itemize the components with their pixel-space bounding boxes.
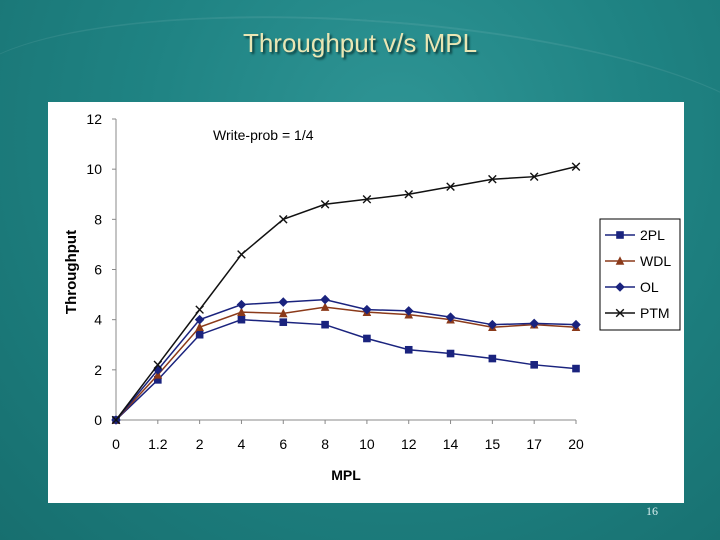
legend-item-ptm: PTM (605, 305, 670, 321)
legend-label-ptm: PTM (640, 305, 670, 321)
series-line-wdl (115, 306, 577, 421)
x-tick-label: 12 (401, 436, 417, 452)
x-tick-label: 8 (321, 436, 329, 452)
data-point-2pl (446, 349, 455, 358)
data-point-ptm (195, 305, 204, 314)
series-wdl (111, 302, 581, 424)
chart-legend: 2PL WDL OL PTM (599, 218, 681, 331)
data-point-ptm (111, 415, 121, 425)
throughput-chart: 0 2 4 6 8 10 12 0 1.2 2 4 6 8 10 12 14 15 17 20 Write-prob… (63, 111, 681, 483)
data-point-2pl (237, 315, 246, 324)
data-point-2pl (530, 361, 538, 369)
y-axis-label: Throughput (63, 230, 80, 314)
legend-label-2pl: 2PL (640, 227, 665, 243)
page-number: 16 (646, 504, 658, 518)
data-point-2pl (195, 330, 204, 339)
data-point-ptm (362, 194, 372, 204)
data-point-ptm (320, 199, 330, 209)
x-tick-label: 10 (359, 436, 375, 452)
x-tick-label: 6 (279, 436, 287, 452)
x-tick-label: 20 (568, 436, 584, 452)
slide-title: Throughput v/s MPL (242, 28, 478, 58)
series-ol (111, 294, 581, 425)
data-point-2pl (321, 320, 329, 329)
data-point-ptm (278, 215, 288, 224)
data-point-2pl (363, 334, 371, 343)
legend-box (599, 218, 681, 331)
series-2pl (112, 315, 580, 424)
data-point-ol (487, 319, 498, 330)
y-tick-label: 8 (94, 211, 102, 227)
data-point-wdl (320, 302, 330, 311)
data-point-wdl (237, 307, 246, 316)
data-point-ol (153, 365, 163, 375)
data-point-ol (529, 318, 539, 329)
data-point-ptm (153, 360, 163, 370)
data-point-ptm (488, 174, 497, 184)
x-tick-label: 0 (112, 436, 120, 452)
legend-marker-ptm (615, 308, 625, 318)
x-axis-label: MPL (331, 467, 361, 483)
data-point-ol (278, 297, 289, 307)
data-point-ptm (529, 172, 539, 181)
chart-annotation: Write-prob = 1/4 (213, 127, 314, 143)
y-tick-label: 0 (94, 412, 102, 428)
x-tick-label: 2 (196, 436, 204, 452)
legend-item-2pl: 2PL (605, 227, 665, 243)
x-tick-label: 1.2 (148, 436, 168, 452)
data-point-2pl (488, 354, 497, 363)
data-point-ol (445, 312, 456, 322)
series-line-ptm (115, 165, 577, 421)
data-point-ptm (404, 189, 414, 199)
data-point-ol (362, 304, 372, 315)
legend-item-ol: OL (605, 279, 659, 295)
data-point-2pl (154, 376, 162, 384)
data-point-2pl (404, 345, 413, 354)
legend-marker-wdl (615, 256, 625, 265)
series-line-2pl (115, 318, 577, 421)
chart-container: 0 2 4 6 8 10 12 0 1.2 2 4 6 8 10 12 14 15 17 20 Write-prob… (48, 102, 684, 503)
x-tick-label: 15 (485, 436, 501, 452)
y-tick-label: 6 (94, 262, 102, 278)
y-tick-label: 4 (94, 312, 102, 328)
data-point-ptm (237, 250, 246, 259)
y-tick-label: 10 (86, 161, 102, 177)
legend-marker-ol (615, 282, 625, 292)
legend-label-wdl: WDL (640, 253, 671, 269)
x-tick-label: 17 (526, 436, 542, 452)
x-tick-label: 14 (443, 436, 459, 452)
series-line-ol (115, 298, 577, 421)
y-tick-label: 12 (86, 111, 102, 127)
data-point-ol (571, 319, 581, 330)
data-point-2pl (279, 318, 288, 326)
legend-label-ol: OL (640, 279, 659, 295)
x-tick-label: 4 (238, 436, 246, 452)
data-point-ol (194, 314, 205, 325)
data-point-wdl (195, 322, 204, 331)
legend-marker-2pl (616, 231, 624, 239)
data-point-2pl (572, 364, 580, 373)
data-point-ptm (446, 182, 455, 192)
data-point-wdl (278, 308, 288, 318)
legend-item-wdl: WDL (605, 253, 671, 269)
data-point-ptm (571, 162, 581, 171)
data-point-ol (320, 294, 330, 305)
series-ptm (111, 162, 581, 425)
data-point-ol (403, 306, 414, 316)
y-tick-label: 2 (94, 362, 102, 378)
data-point-ol (236, 299, 247, 310)
